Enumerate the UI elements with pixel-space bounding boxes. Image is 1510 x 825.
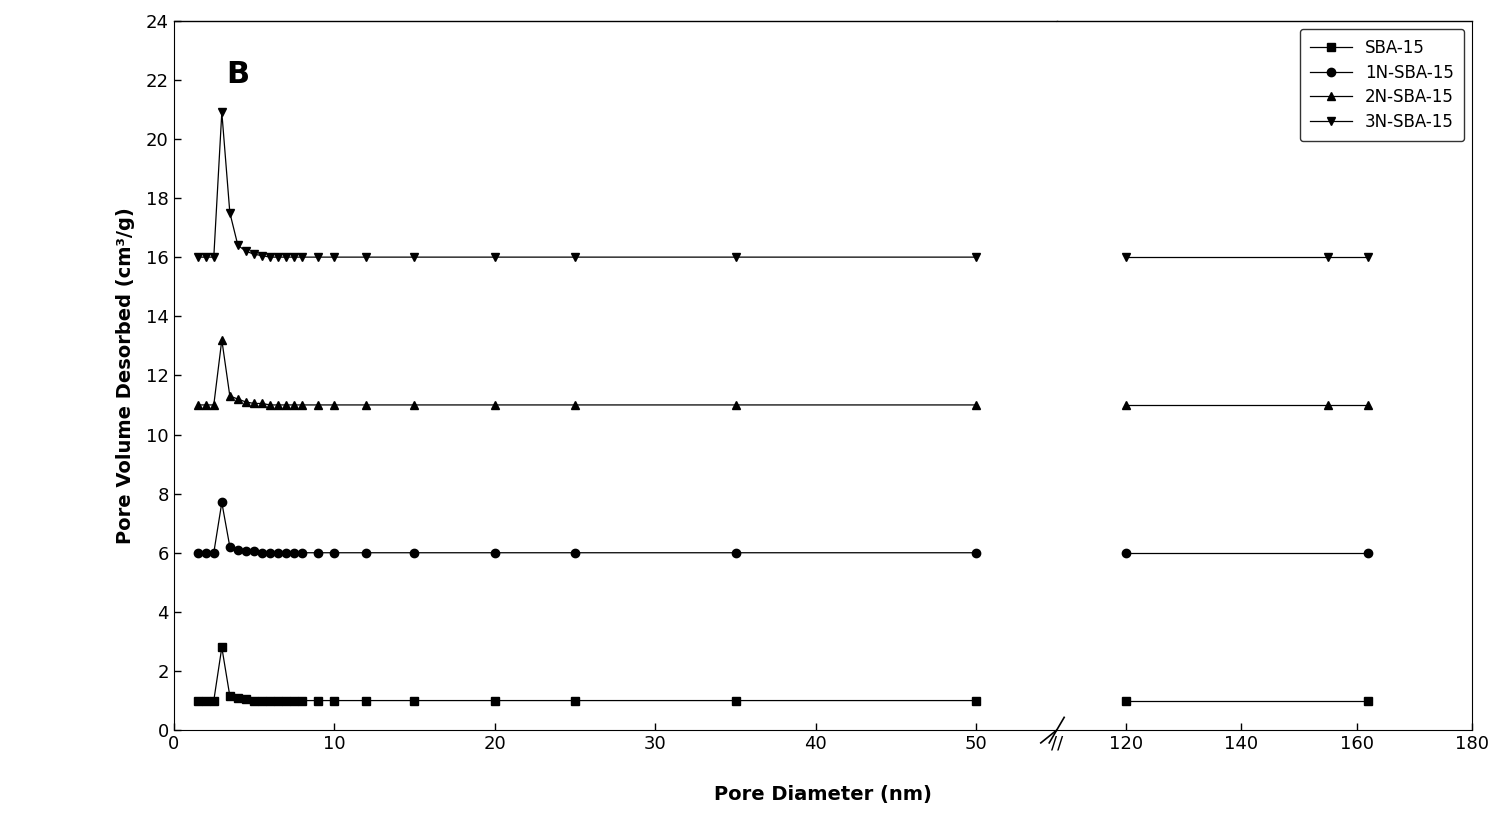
2N-SBA-15 [968,400,986,410]
1N-SBA-15 [276,548,294,558]
3N-SBA-15 [293,252,311,262]
3N-SBA-15 [213,107,231,117]
3N-SBA-15 [252,251,270,261]
Y-axis label: Pore Volume Desorbed (cm³/g): Pore Volume Desorbed (cm³/g) [116,207,134,544]
3N-SBA-15 [726,252,744,262]
3N-SBA-15 [261,252,279,262]
1N-SBA-15 [245,546,263,556]
1N-SBA-15 [252,548,270,558]
1N-SBA-15 [358,548,376,558]
1N-SBA-15 [220,542,239,552]
SBA-15 [276,695,294,705]
2N-SBA-15 [358,400,376,410]
SBA-15 [310,695,328,705]
2N-SBA-15 [269,400,287,410]
2N-SBA-15 [405,400,423,410]
3N-SBA-15 [405,252,423,262]
1N-SBA-15 [486,548,504,558]
1N-SBA-15 [205,548,223,558]
SBA-15 [205,695,223,705]
3N-SBA-15 [968,252,986,262]
2N-SBA-15 [325,400,343,410]
1N-SBA-15 [196,548,214,558]
1N-SBA-15 [325,548,343,558]
2N-SBA-15 [285,400,304,410]
1N-SBA-15 [237,546,255,556]
SBA-15 [237,694,255,704]
1N-SBA-15 [230,544,248,554]
2N-SBA-15 [220,391,239,401]
1N-SBA-15 [269,548,287,558]
3N-SBA-15 [566,252,584,262]
1N-SBA-15 [968,548,986,558]
SBA-15 [486,695,504,705]
SBA-15 [566,695,584,705]
SBA-15 [285,695,304,705]
2N-SBA-15 [486,400,504,410]
SBA-15 [213,643,231,653]
3N-SBA-15 [486,252,504,262]
1N-SBA-15 [285,548,304,558]
1N-SBA-15 [566,548,584,558]
2N-SBA-15 [252,398,270,408]
Legend: SBA-15, 1N-SBA-15, 2N-SBA-15, 3N-SBA-15: SBA-15, 1N-SBA-15, 2N-SBA-15, 3N-SBA-15 [1300,29,1463,141]
SBA-15 [325,695,343,705]
SBA-15 [252,695,270,705]
SBA-15 [220,691,239,701]
SBA-15 [261,695,279,705]
3N-SBA-15 [230,240,248,250]
2N-SBA-15 [261,400,279,410]
2N-SBA-15 [230,394,248,404]
Line: 2N-SBA-15: 2N-SBA-15 [193,336,980,409]
2N-SBA-15 [213,335,231,345]
SBA-15 [358,695,376,705]
Text: Pore Diameter (nm): Pore Diameter (nm) [714,785,932,804]
1N-SBA-15 [189,548,207,558]
3N-SBA-15 [310,252,328,262]
3N-SBA-15 [325,252,343,262]
2N-SBA-15 [293,400,311,410]
1N-SBA-15 [310,548,328,558]
3N-SBA-15 [205,252,223,262]
SBA-15 [968,695,986,705]
2N-SBA-15 [205,400,223,410]
3N-SBA-15 [245,249,263,259]
SBA-15 [293,695,311,705]
SBA-15 [196,695,214,705]
1N-SBA-15 [726,548,744,558]
2N-SBA-15 [566,400,584,410]
SBA-15 [405,695,423,705]
Line: SBA-15: SBA-15 [193,644,980,705]
3N-SBA-15 [189,252,207,262]
3N-SBA-15 [220,208,239,218]
3N-SBA-15 [269,252,287,262]
SBA-15 [189,695,207,705]
2N-SBA-15 [310,400,328,410]
Line: 1N-SBA-15: 1N-SBA-15 [193,498,980,557]
2N-SBA-15 [245,398,263,408]
Line: 3N-SBA-15: 3N-SBA-15 [193,108,980,262]
2N-SBA-15 [196,400,214,410]
3N-SBA-15 [358,252,376,262]
2N-SBA-15 [237,397,255,407]
1N-SBA-15 [261,548,279,558]
2N-SBA-15 [189,400,207,410]
3N-SBA-15 [237,247,255,257]
2N-SBA-15 [726,400,744,410]
Text: B: B [226,59,249,88]
Text: //: // [1051,734,1063,752]
SBA-15 [726,695,744,705]
3N-SBA-15 [285,252,304,262]
3N-SBA-15 [196,252,214,262]
1N-SBA-15 [405,548,423,558]
SBA-15 [245,695,263,705]
SBA-15 [230,693,248,703]
1N-SBA-15 [213,497,231,507]
SBA-15 [269,695,287,705]
3N-SBA-15 [276,252,294,262]
1N-SBA-15 [293,548,311,558]
2N-SBA-15 [276,400,294,410]
